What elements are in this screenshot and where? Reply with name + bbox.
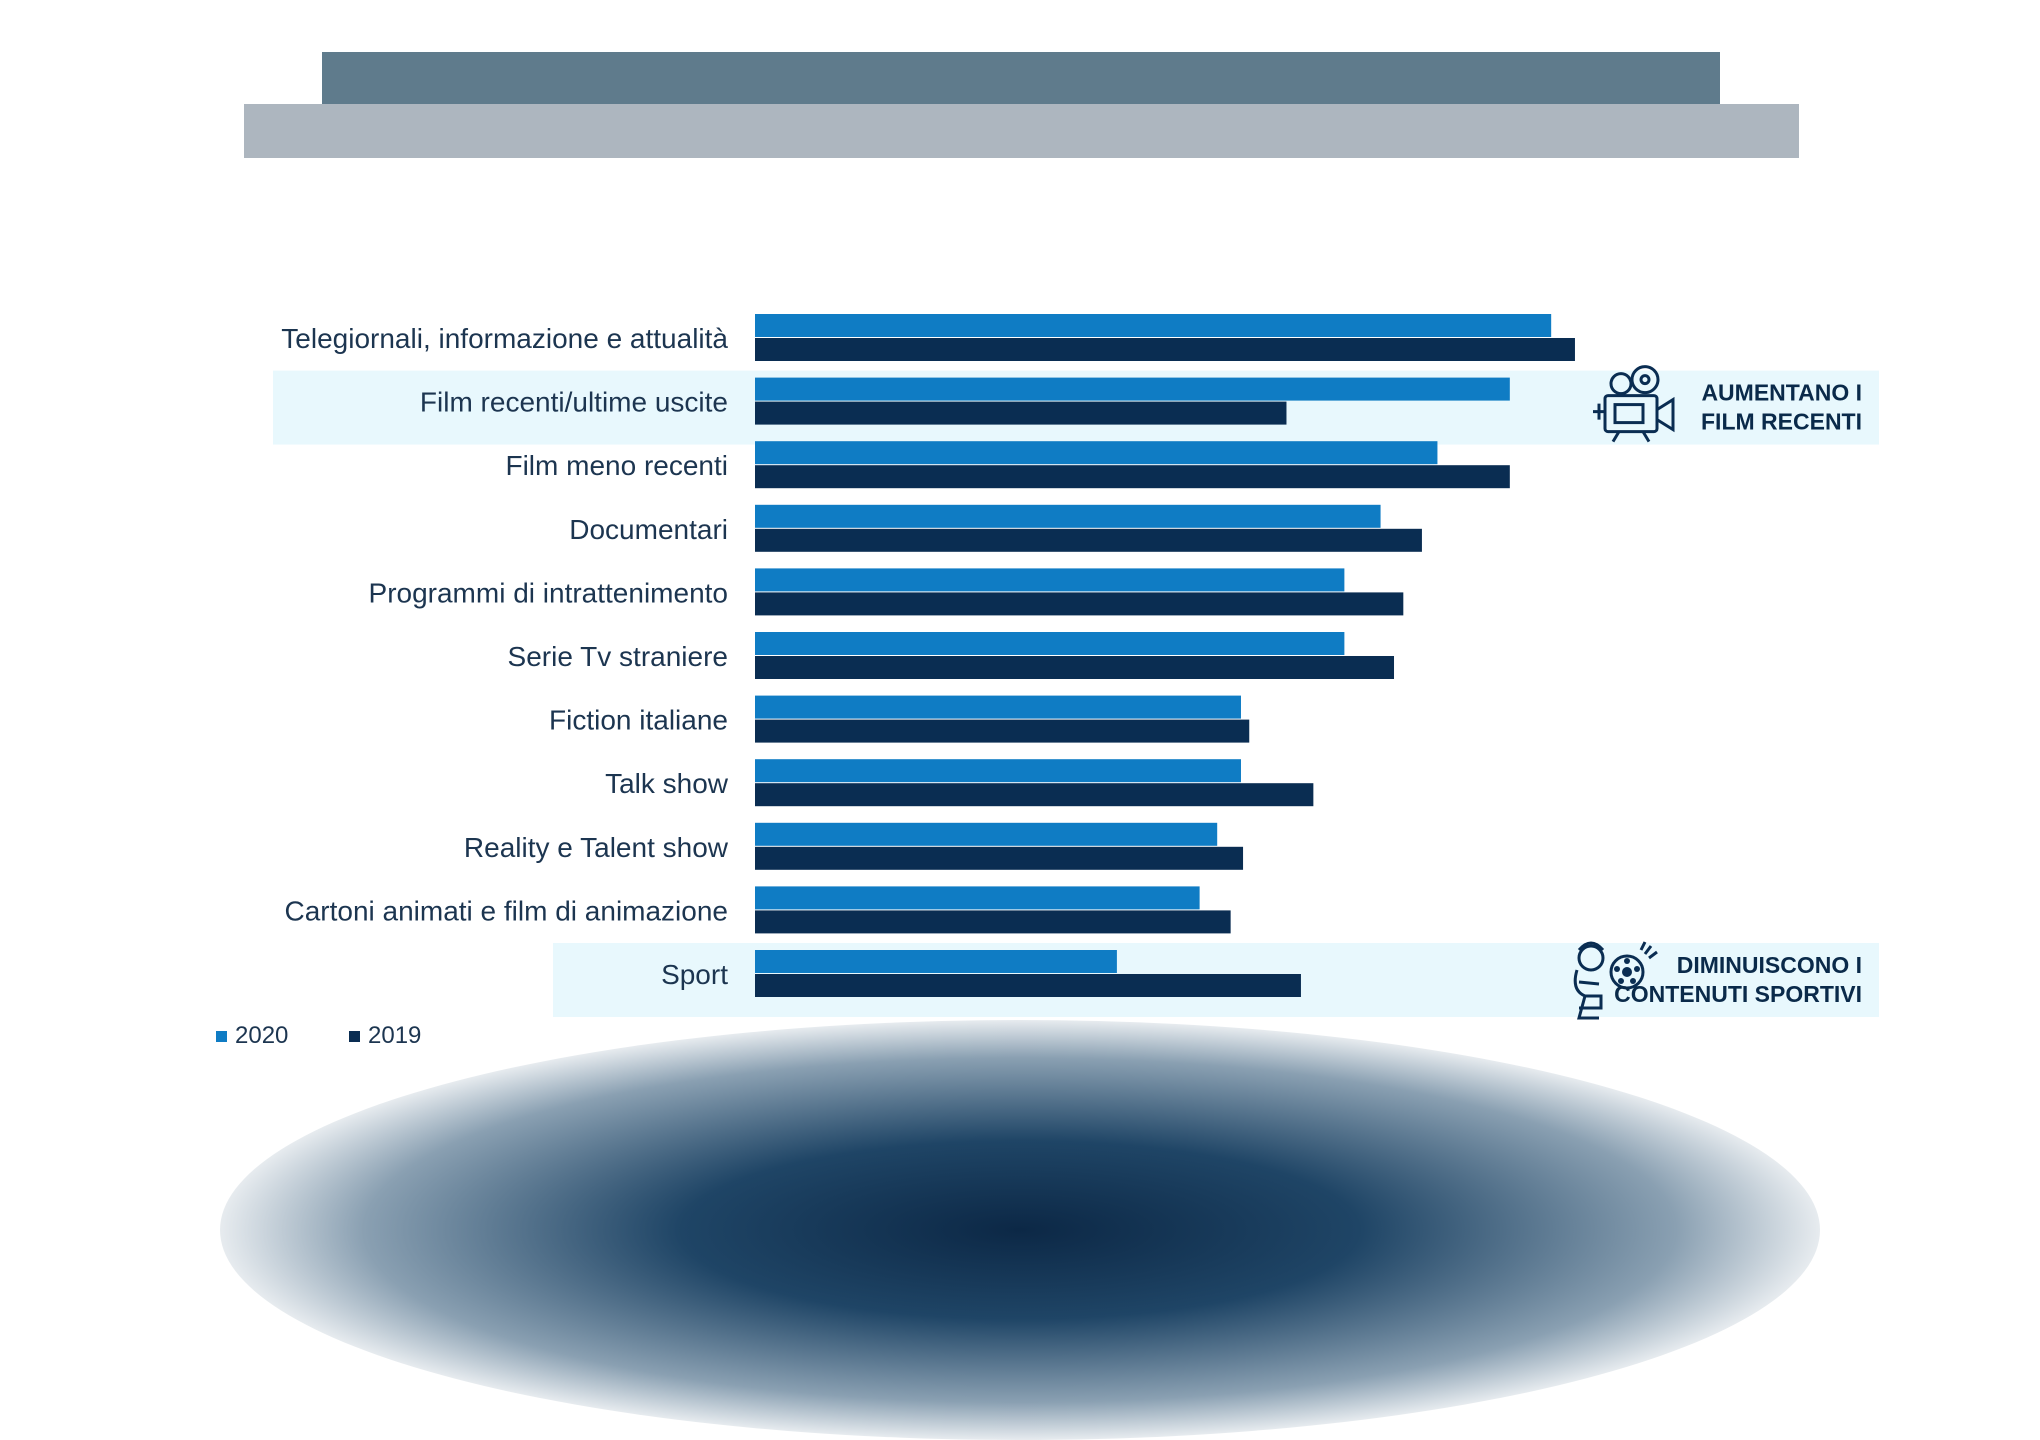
bar-2019 — [755, 974, 1301, 997]
callout-text-line: FILM RECENTI — [1701, 409, 1862, 435]
category-label: Talk show — [605, 768, 729, 799]
film-camera-icon — [1593, 365, 1675, 443]
bar-2019 — [755, 719, 1250, 743]
bar-2019 — [755, 338, 1575, 361]
bar-2020 — [755, 695, 1241, 719]
category-label: Reality e Talent show — [464, 832, 729, 863]
legend-label-2019: 2019 — [368, 1022, 421, 1049]
callout-text-line: CONTENUTI SPORTIVI — [1614, 981, 1862, 1007]
bar-2020 — [755, 822, 1218, 846]
category-label: Telegiornali, informazione e attualità — [281, 323, 728, 354]
legend-swatch-2020 — [216, 1031, 227, 1042]
category-label: Serie Tv straniere — [508, 641, 728, 672]
category-label: Documentari — [569, 514, 728, 545]
category-label: Cartoni animati e film di animazione — [284, 895, 728, 926]
bar-2020 — [755, 886, 1200, 910]
soccer-player-icon — [1573, 941, 1658, 1020]
callout-text-line: AUMENTANO I — [1701, 380, 1862, 406]
bar-2019 — [755, 846, 1244, 870]
bar-chart: Telegiornali, informazione e attualità Fi… — [216, 314, 1879, 1049]
bar-2019 — [755, 528, 1422, 552]
title-banner-bottom — [244, 104, 1799, 158]
category-label: Fiction italiane — [549, 705, 728, 736]
legend-label-2020: 2020 — [235, 1022, 288, 1049]
callout-text-line: DIMINUISCONO I — [1677, 952, 1862, 978]
category-label: Sport — [661, 959, 728, 990]
title-banner-top — [322, 52, 1720, 106]
bar-2019 — [755, 783, 1314, 807]
bar-2019 — [755, 592, 1404, 616]
category-label: Film recenti/ultime uscite — [420, 387, 728, 418]
bar-2020 — [755, 632, 1345, 655]
bar-2020 — [755, 377, 1510, 401]
bar-2020 — [755, 568, 1345, 592]
category-label: Film meno recenti — [505, 450, 728, 481]
bar-2019 — [755, 465, 1510, 489]
legend-swatch-2019 — [349, 1031, 360, 1042]
bar-2019 — [755, 656, 1395, 679]
bar-2019 — [755, 910, 1231, 934]
bar-2020 — [755, 759, 1241, 783]
bar-2020 — [755, 441, 1438, 465]
bar-2020 — [755, 314, 1552, 337]
category-label: Programmi di intrattenimento — [369, 577, 728, 608]
bar-2019 — [755, 401, 1287, 425]
bar-2020 — [755, 950, 1117, 973]
bar-2020 — [755, 504, 1381, 528]
